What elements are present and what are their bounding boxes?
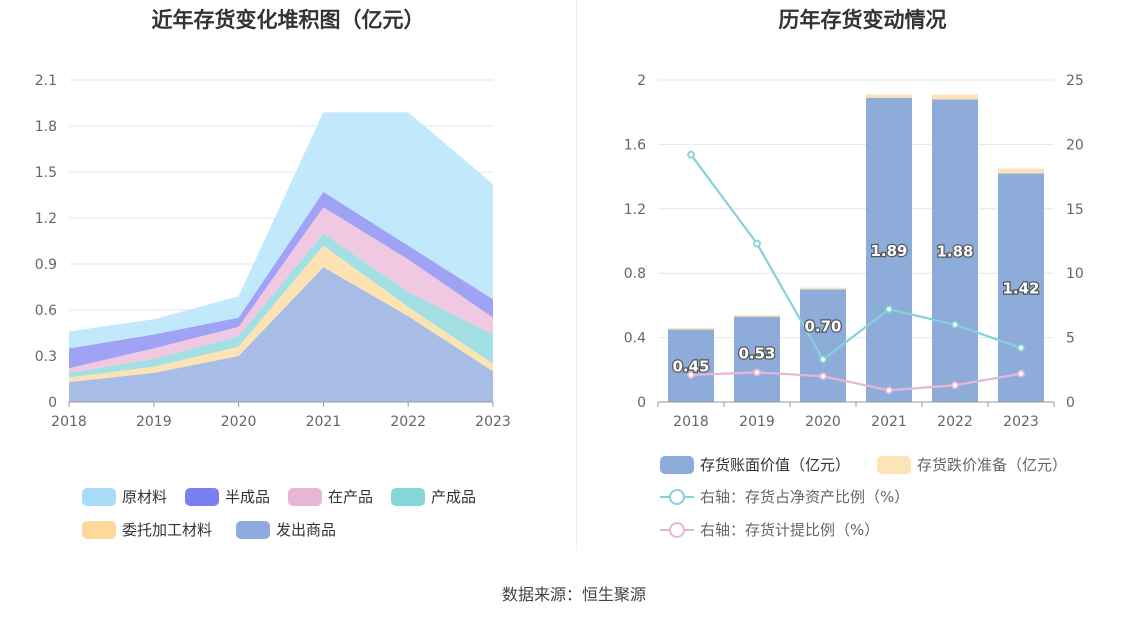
y-left-tick-label: 1.6	[624, 137, 646, 153]
bar-value-label: 1.42	[1002, 280, 1039, 298]
line-series-1	[690, 371, 1022, 392]
legend-swatch-产成品	[391, 488, 425, 506]
x-tick-label: 2018	[673, 414, 709, 430]
y-tick-label: 0.3	[35, 349, 57, 365]
line-point-1	[819, 372, 827, 381]
y-left-tick-label: 1.2	[624, 202, 646, 218]
stacked-area-chart: 0 0.3 0.6 0.9 1.2 1.5 1.8 2.1 2018 2019 2020 2021 20…	[35, 73, 511, 539]
x-tick-label: 2018	[51, 414, 87, 430]
y-left-tick-label: 0	[637, 395, 646, 411]
line-series-0	[690, 154, 1022, 362]
y-right-tick-label: 0	[1066, 395, 1075, 411]
legend-label-委托加工材料: 委托加工材料	[122, 521, 212, 539]
y-tick-label: 1.2	[35, 211, 57, 227]
legend-label-半成品: 半成品	[225, 488, 270, 506]
area-series-原材料	[69, 112, 493, 349]
x-tick-label: 2021	[871, 414, 907, 430]
bar-provision	[800, 287, 846, 290]
line-point-1	[951, 381, 959, 390]
bar-book-value	[998, 173, 1044, 402]
legend-swatch-book-value	[660, 456, 694, 474]
legend-marker-0	[669, 489, 685, 505]
bar-line-chart-panel: 历年存货变动情况 0 0.4 0.8 1.2 1.6 2 0 5 10 15 20 25 2018 201…	[577, 0, 1148, 550]
panel-divider	[576, 0, 577, 550]
bar-provision	[998, 168, 1044, 174]
bar-value-label: 0.45	[672, 358, 709, 376]
legend-swatch-发出商品	[236, 521, 270, 539]
y-tick-label: 1.8	[35, 119, 57, 135]
area-series-半成品	[69, 191, 493, 369]
bar-book-value	[932, 99, 978, 402]
y-right-tick-label: 5	[1066, 331, 1075, 347]
x-tick-label: 2023	[475, 414, 511, 430]
y-tick-label: 0	[48, 395, 57, 411]
bar-book-value	[668, 329, 714, 402]
bar-value-label: 0.53	[738, 345, 775, 363]
line-point-0	[1017, 344, 1025, 352]
x-tick-label: 2020	[805, 414, 841, 430]
area-series-在产品	[69, 207, 493, 373]
legend-label-产成品: 产成品	[431, 488, 476, 506]
legend-label-在产品: 在产品	[328, 488, 373, 506]
bar-value-label: 0.70	[804, 317, 841, 335]
right-chart-title: 历年存货变动情况	[778, 8, 947, 32]
line-point-1	[687, 371, 695, 379]
y-right-tick-label: 20	[1066, 137, 1084, 153]
y-right-tick-label: 10	[1066, 266, 1084, 282]
legend-label-book-value: 存货账面价值（亿元）	[700, 456, 850, 474]
legend-label-发出商品: 发出商品	[276, 521, 336, 539]
line-point-0	[753, 239, 761, 248]
y-right-tick-label: 25	[1066, 73, 1084, 89]
bar-book-value	[866, 97, 912, 403]
line-point-1	[753, 368, 761, 377]
bar-provision	[734, 315, 780, 317]
line-point-0	[819, 355, 827, 364]
legend-label-line-1: 右轴：存货计提比例（%）	[700, 521, 879, 539]
area-series-产成品	[69, 233, 493, 378]
bar-book-value	[734, 316, 780, 402]
legend-label-line-0: 右轴：存货占净资产比例（%）	[700, 488, 909, 506]
bar-provision	[932, 94, 978, 100]
bar-book-value	[800, 289, 846, 402]
y-left-tick-label: 0.4	[624, 331, 646, 347]
line-point-1	[885, 386, 893, 395]
y-left-tick-label: 2	[637, 73, 646, 89]
y-left-tick-label: 0.8	[624, 266, 646, 282]
legend-label-provision: 存货跌价准备（亿元）	[917, 456, 1067, 474]
legend-marker-1	[669, 522, 685, 538]
y-right-tick-label: 15	[1066, 202, 1084, 218]
line-point-0	[687, 150, 695, 159]
bar-provision	[668, 327, 714, 330]
line-point-0	[885, 305, 893, 314]
line-point-1	[1017, 369, 1025, 378]
x-tick-label: 2023	[1003, 414, 1039, 430]
legend-swatch-provision	[877, 456, 911, 474]
legend-swatch-在产品	[288, 488, 322, 506]
x-tick-label: 2021	[306, 414, 342, 430]
y-tick-label: 2.1	[35, 73, 57, 89]
y-tick-label: 0.6	[35, 303, 57, 319]
bar-value-label: 1.89	[870, 242, 907, 260]
x-tick-label: 2019	[739, 414, 775, 430]
y-tick-label: 1.5	[35, 165, 57, 181]
legend-swatch-原材料	[82, 488, 116, 506]
y-tick-label: 0.9	[35, 257, 57, 273]
legend-swatch-半成品	[185, 488, 219, 506]
left-chart-title: 近年存货变化堆积图（亿元）	[151, 8, 425, 32]
x-tick-label: 2022	[937, 414, 973, 430]
bar-provision	[866, 94, 912, 98]
data-source-text: 数据来源：恒生聚源	[501, 585, 646, 604]
legend-label-原材料: 原材料	[122, 488, 167, 506]
line-point-0	[951, 320, 959, 329]
area-series-发出商品	[69, 267, 493, 402]
legend-swatch-委托加工材料	[82, 521, 116, 539]
bar-value-label: 1.88	[936, 243, 973, 261]
x-tick-label: 2020	[221, 414, 257, 430]
area-series-委托加工材料	[69, 245, 493, 383]
x-tick-label: 2022	[390, 414, 426, 430]
x-tick-label: 2019	[136, 414, 172, 430]
stacked-area-chart-panel: 近年存货变化堆积图（亿元） 0 0.3 0.6 0.9 1.2 1.5 1.8 2.1 2018…	[0, 0, 576, 550]
